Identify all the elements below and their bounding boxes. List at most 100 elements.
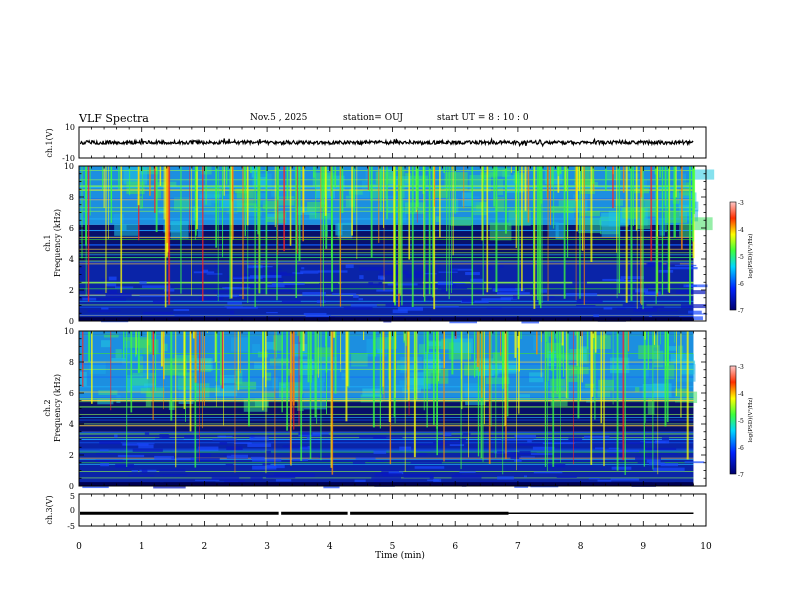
spec-sferic [605,331,607,339]
spec-texture [82,485,109,489]
spec-sferic [558,331,561,399]
spec-texture [392,309,408,314]
spec-texture [449,269,458,271]
spec-texture [414,443,448,446]
spec-texture [154,455,174,460]
spec-texture [556,475,577,478]
spec-patch [254,362,268,369]
spec-texture [576,299,603,304]
spec-sferic [490,331,492,427]
spec-patch [262,201,279,210]
spec-hline [79,397,694,399]
spec-texture [350,303,377,307]
spec-texture [368,460,385,463]
spec-hline [79,263,694,265]
spec-sferic [163,166,165,220]
spec-texture [427,479,440,481]
spec-texture [339,280,356,282]
spec-texture [241,273,250,277]
spec-sferic [379,331,381,429]
spec-sferic [215,166,218,248]
spec-sferic [632,166,634,226]
spec-hline [79,179,694,181]
ch2-spectrogram-ylabel: Frequency (kHz) [53,374,62,442]
spec-sferic [330,166,332,258]
spec-sferic [680,166,683,250]
spec-texture [449,320,478,324]
spec-sferic [556,166,559,174]
spec-sferic [192,331,195,339]
spec-hline [79,229,694,231]
spec-texture [438,271,458,273]
ch2-spectrogram-channel-label: ch.2 [43,399,52,416]
spec-sferic [330,331,333,468]
spec-patch [453,338,473,354]
spec-hline [79,432,694,434]
spec-hline [79,261,694,263]
spec-sferic [89,166,91,216]
spec-hline [79,413,694,415]
spec-sferic [214,331,217,363]
spec-patch [395,384,409,392]
spec-sferic [88,331,91,363]
spec-texture [303,432,329,435]
spec-texture [155,437,184,440]
spec-sferic [477,331,480,457]
spec-sferic [540,331,542,378]
spec-texture [585,435,591,437]
spec-sferic [225,166,228,185]
spec-sferic [541,166,543,204]
spec-patch [450,216,471,226]
spec-texture [378,282,382,285]
ch1-spectrogram-panel: 0 2 4 6 8 10 ch.1 Frequency (kHz) -3 -4 … [43,162,754,326]
spec-texture [131,470,138,472]
spec-patch [309,212,331,220]
spec-hline [79,451,694,453]
spec-sferic [362,331,365,341]
spec-patch [101,340,111,348]
spec-texture [434,306,459,308]
spec-sferic [625,166,628,303]
spec-sferic [546,331,548,472]
ch1-spectrogram-channel-label: ch.1 [43,234,52,251]
spec-texture [530,453,553,455]
spec-hline [79,391,694,393]
spec-patch [480,172,497,178]
spec-patch [426,361,444,368]
spec-texture [341,282,374,284]
spec-sferic [322,166,324,307]
spec-texture [214,264,219,269]
spec-patch [215,385,238,397]
spec-sferic [254,166,256,308]
spec-sferic [551,331,553,353]
spec-sferic [164,166,167,308]
spec-sferic [482,166,484,296]
spec-texture [190,457,220,461]
spec-sferic [627,331,630,352]
spec-patch [271,188,291,197]
spec-sferic [521,166,523,292]
spec-sferic [163,331,165,337]
spec-sferic [135,331,137,357]
spec-sferic [415,166,418,211]
spec-sferic [146,331,149,380]
spec-patch [137,196,143,209]
spec-sferic [593,331,595,338]
spec-patch [653,350,664,368]
spec-patch [679,205,691,217]
spec-sferic [196,166,198,230]
spec-sferic [393,166,396,303]
spec-sferic [137,331,140,373]
spec-sferic [491,331,492,335]
spec-sferic [320,166,323,208]
spec-sferic [692,166,694,242]
spec-texture [219,442,228,445]
spec-hline [79,417,694,418]
spec-texture [371,477,401,480]
spec-texture [226,446,243,450]
spec-texture [115,463,134,468]
spec-hline [79,260,694,262]
spec-sferic [686,331,689,460]
spec-texture [224,480,245,483]
spec-sferic [194,166,196,240]
